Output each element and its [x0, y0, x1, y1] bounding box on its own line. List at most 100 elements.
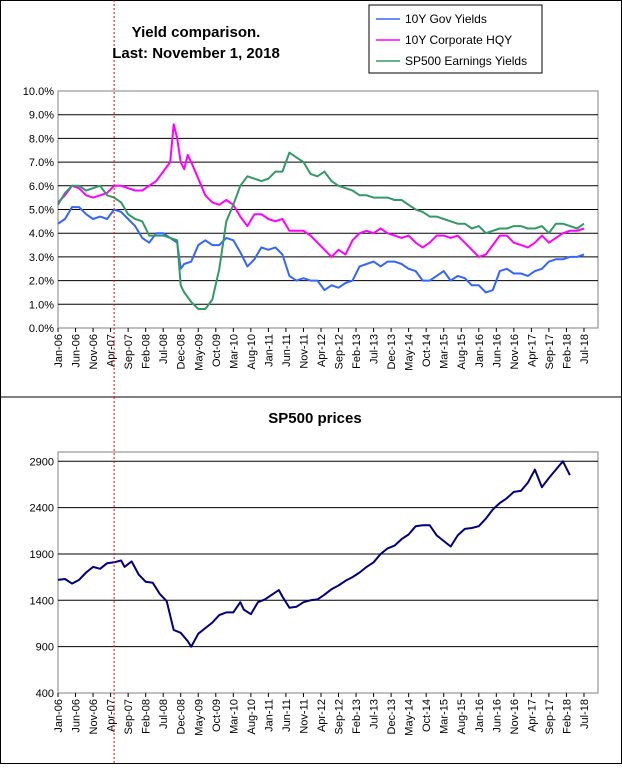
yield-series-line-2	[57, 151, 585, 310]
price-x-tick-label: Jul-13	[369, 699, 381, 729]
yield-y-axis: 0.0% 1.0% 2.0% 3.0% 4.0% 5.0% 6.0% 7.0% 8.0% 9.0%…	[23, 86, 54, 335]
price-x-tick-label: Aug-10	[246, 699, 258, 734]
yield-chart-title: Yield comparison.	[132, 24, 261, 41]
yield-y-tick-label: 5.0%	[29, 205, 54, 217]
price-x-tick-label: Jun-06	[71, 699, 83, 733]
yield-series-line-0	[57, 206, 585, 294]
price-x-tick-label: Aug-15	[456, 699, 468, 734]
price-x-tick-label: Oct-14	[421, 699, 433, 732]
yield-x-tick-label: Jun-16	[491, 334, 503, 368]
price-x-tick-label: Dec-08	[176, 699, 188, 734]
yield-x-tick-label: Jan-11	[263, 334, 275, 367]
yield-x-tick-label: Dec-08	[176, 334, 188, 369]
price-x-tick-label: Oct-09	[211, 699, 223, 732]
yield-x-axis: Jan-06 Jun-06 Nov-06 Apr-07 Sep-07 Feb-08 Jul-…	[53, 328, 591, 371]
price-x-tick-label: Dec-13	[386, 699, 398, 734]
yield-x-tick-label: Jan-16	[474, 334, 486, 368]
yield-x-tick-label: Oct-14	[421, 334, 433, 367]
price-y-tick-label: 2400	[30, 503, 54, 515]
yield-y-tick-label: 8.0%	[29, 133, 54, 145]
price-x-tick-label: May-14	[404, 699, 416, 736]
yield-y-tick-label: 10.0%	[23, 86, 54, 98]
yield-x-tick-label: Nov-16	[509, 334, 521, 369]
yield-x-tick-label: Mar-15	[439, 334, 451, 369]
yield-x-tick-label: Apr-07	[106, 334, 118, 367]
price-x-tick-label: Jan-16	[474, 699, 486, 733]
yield-x-tick-label: Feb-08	[141, 334, 153, 369]
price-y-tick-label: 1900	[30, 549, 54, 561]
price-x-tick-label: Sep-12	[334, 699, 346, 734]
price-series-line-0	[57, 460, 571, 648]
yield-x-tick-label: Nov-06	[88, 334, 100, 369]
legend-label-gov: 10Y Gov Yields	[405, 12, 487, 26]
price-x-tick-label: Apr-07	[106, 699, 118, 732]
price-x-tick-label: Sep-17	[544, 699, 556, 734]
price-gridlines	[58, 460, 598, 648]
price-x-tick-label: Mar-10	[228, 699, 240, 734]
yield-y-tick-label: 9.0%	[29, 110, 54, 122]
yield-y-tick-label: 6.0%	[29, 181, 54, 193]
price-y-axis: 400 900 1400 1900 2400 2900	[30, 456, 54, 700]
yield-y-tick-label: 7.0%	[29, 157, 54, 169]
price-x-tick-label: Jul-18	[579, 699, 591, 729]
yield-x-tick-label: Feb-18	[561, 334, 573, 369]
yield-x-tick-label: Jul-08	[158, 334, 170, 364]
yield-x-tick-label: May-14	[404, 334, 416, 371]
price-x-tick-label: Apr-12	[316, 699, 328, 732]
legend-label-earnings: SP500 Earnings Yields	[405, 54, 527, 68]
yield-x-tick-label: Sep-17	[544, 334, 556, 369]
yield-x-tick-label: Mar-10	[228, 334, 240, 369]
yield-x-tick-label: Oct-09	[211, 334, 223, 367]
price-y-tick-label: 1400	[30, 595, 54, 607]
price-x-tick-label: May-09	[193, 699, 205, 736]
yield-x-tick-label: Jul-13	[369, 334, 381, 364]
price-x-tick-label: Jun-16	[491, 699, 503, 733]
yield-x-tick-label: Apr-12	[316, 334, 328, 367]
price-x-axis: Jan-06 Jun-06 Nov-06 Apr-07 Sep-07 Feb-08 Jul-…	[53, 693, 591, 736]
price-chart-title: SP500 prices	[268, 410, 361, 427]
yield-series	[57, 123, 585, 310]
price-x-tick-label: Jul-08	[158, 699, 170, 729]
price-y-tick-label: 2900	[30, 456, 54, 468]
price-x-tick-label: Jan-11	[263, 699, 275, 732]
yield-y-tick-label: 3.0%	[29, 252, 54, 264]
yield-x-tick-label: Jan-06	[53, 334, 65, 368]
price-plot-area	[57, 451, 599, 694]
price-y-tick-label: 400	[36, 688, 54, 700]
legend-label-corporate: 10Y Corporate HQY	[405, 33, 512, 47]
yield-x-tick-label: Jun-06	[71, 334, 83, 368]
yield-x-tick-label: Dec-13	[386, 334, 398, 369]
yield-x-tick-label: Jun-11	[281, 334, 293, 367]
price-series	[57, 460, 571, 648]
price-x-tick-label: Nov-06	[88, 699, 100, 734]
yield-y-tick-label: 1.0%	[29, 299, 54, 311]
yield-x-tick-label: Sep-07	[123, 334, 135, 369]
price-x-tick-label: Apr-17	[526, 699, 538, 732]
price-x-tick-label: Feb-18	[561, 699, 573, 734]
price-x-tick-label: Mar-15	[439, 699, 451, 734]
price-y-tick-label: 900	[36, 642, 54, 654]
yield-chart-subtitle: Last: November 1, 2018	[112, 45, 280, 62]
yield-x-tick-label: Aug-10	[246, 334, 258, 369]
yield-y-tick-label: 2.0%	[29, 276, 54, 288]
yield-y-tick-label: 0.0%	[29, 323, 54, 335]
yield-y-tick-label: 4.0%	[29, 228, 54, 240]
price-x-tick-label: Feb-08	[141, 699, 153, 734]
yield-x-tick-label: Apr-17	[526, 334, 538, 367]
price-x-tick-label: Feb-13	[351, 699, 363, 734]
yield-x-tick-label: May-09	[193, 334, 205, 371]
yield-x-tick-label: Aug-15	[456, 334, 468, 369]
price-x-tick-label: Nov-16	[509, 699, 521, 734]
yield-x-tick-label: Feb-13	[351, 334, 363, 369]
yield-series-line-1	[57, 123, 585, 258]
price-x-tick-label: Jun-11	[281, 699, 293, 732]
yield-x-tick-label: Sep-12	[334, 334, 346, 369]
yield-x-tick-label: Jul-18	[579, 334, 591, 364]
price-x-tick-label: Nov-11	[298, 699, 310, 734]
yield-x-tick-label: Nov-11	[298, 334, 310, 369]
price-x-tick-label: Jan-06	[53, 699, 65, 733]
price-x-tick-label: Sep-07	[123, 699, 135, 734]
legend: 10Y Gov Yields 10Y Corporate HQY SP500 E…	[368, 4, 543, 74]
